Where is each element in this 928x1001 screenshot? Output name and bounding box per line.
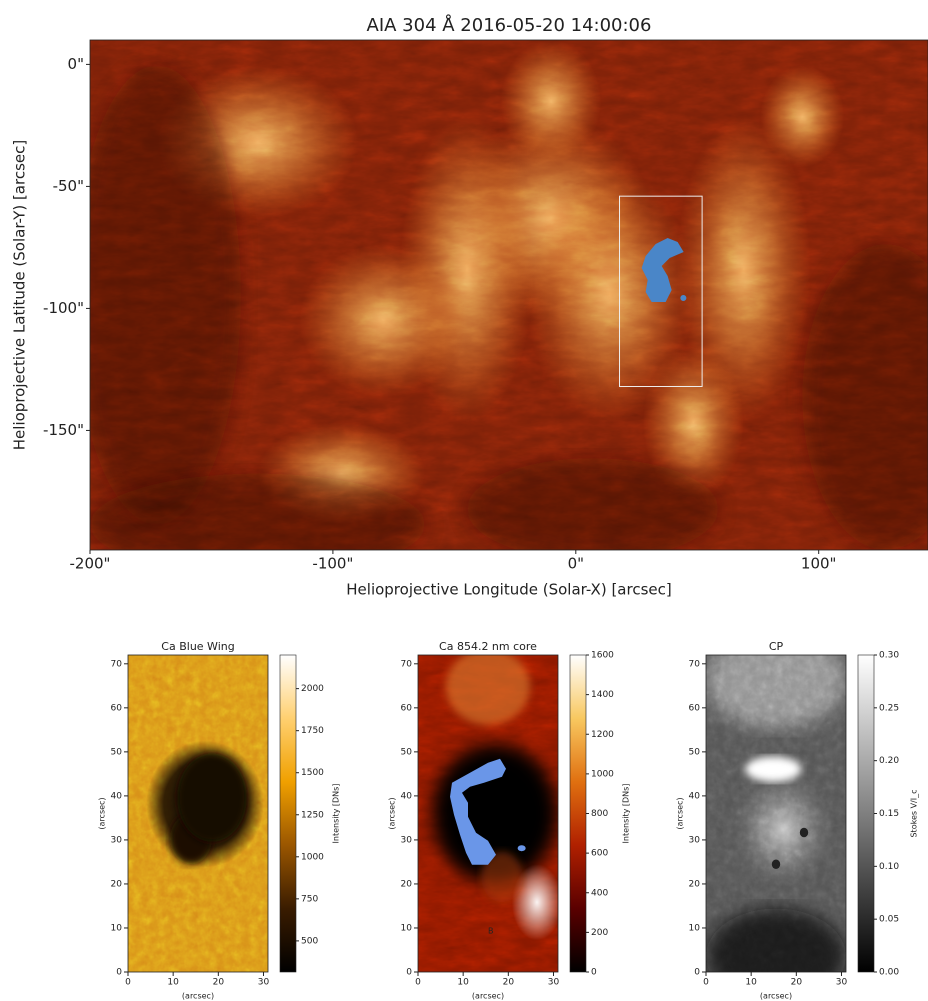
y-axis-label: (arcsec) xyxy=(388,797,397,829)
x-axis-label: (arcsec) xyxy=(182,992,214,1001)
x-tick-label: 20 xyxy=(213,978,225,988)
colorbar-tick-label: 1600 xyxy=(591,651,614,661)
colorbar-tick-label: 400 xyxy=(591,888,608,898)
y-tick-label: 0" xyxy=(68,55,84,73)
x-tick-label: 0 xyxy=(703,978,709,988)
image-feature xyxy=(745,756,801,781)
y-tick-label: 20 xyxy=(401,879,413,889)
y-tick-label: 70 xyxy=(689,659,701,669)
image xyxy=(128,655,268,972)
y-tick-label: 0 xyxy=(694,968,700,978)
colorbar-tick-label: 1000 xyxy=(591,769,614,779)
y-tick-label: 40 xyxy=(111,791,123,801)
y-tick-label: 30 xyxy=(689,835,701,845)
colorbar-tick-label: 600 xyxy=(591,849,608,859)
colorbar xyxy=(280,655,296,972)
y-tick-label: 50 xyxy=(689,747,701,757)
figure: AIA 304 Å 2016-05-20 14:00:06 -200" -100" 0… xyxy=(0,0,928,1001)
x-tick-label: 0 xyxy=(125,978,131,988)
colorbar xyxy=(570,655,586,972)
y-tick-label: 40 xyxy=(401,791,413,801)
y-axis-label: (arcsec) xyxy=(98,797,107,829)
x-axis-label: Helioprojective Longitude (Solar-X) [arc… xyxy=(346,581,671,599)
image-texture xyxy=(706,655,846,972)
colorbar-tick-label: 0.20 xyxy=(879,756,899,766)
x-tick-label: 10 xyxy=(457,978,469,988)
colorbar-tick-label: 0.10 xyxy=(879,862,899,872)
colorbar-tick-label: 0.25 xyxy=(879,703,899,713)
y-tick-label: 70 xyxy=(401,659,413,669)
colorbar-label: Stokes V/I_c xyxy=(910,789,919,837)
y-tick-label: 20 xyxy=(689,879,701,889)
y-axis-label: Helioprojective Latitude (Solar-Y) [arcs… xyxy=(11,140,29,450)
colorbar-tick-label: 1000 xyxy=(301,852,324,862)
y-axis-label: (arcsec) xyxy=(676,797,685,829)
colorbar-tick-label: 0.15 xyxy=(879,809,899,819)
x-tick-label: 0 xyxy=(415,978,421,988)
y-tick-label: 10 xyxy=(401,923,413,933)
x-tick-label: 0" xyxy=(568,555,584,573)
colorbar-tick-label: 1500 xyxy=(301,768,324,778)
y-tick-label: 30 xyxy=(111,835,123,845)
x-tick-label: 30 xyxy=(836,978,848,988)
colorbar-tick-label: 1750 xyxy=(301,726,324,736)
image xyxy=(73,40,928,576)
image-feature xyxy=(177,753,247,842)
image-feature xyxy=(800,828,808,838)
x-axis-label: (arcsec) xyxy=(472,992,504,1001)
x-tick-label: 10 xyxy=(745,978,757,988)
y-tick-label: 10 xyxy=(689,923,701,933)
colorbar-tick-label: 800 xyxy=(591,809,608,819)
panel-title: CP xyxy=(769,640,784,653)
x-tick-label: 10 xyxy=(167,978,179,988)
image-feature xyxy=(772,859,780,869)
x-tick-label: -200" xyxy=(70,555,111,573)
y-tick-label: 70 xyxy=(111,659,123,669)
image-texture xyxy=(90,40,928,550)
y-tick-label: 10 xyxy=(111,923,123,933)
colorbar xyxy=(858,655,874,972)
colorbar-label: Intensity [DNs] xyxy=(622,784,631,844)
colorbar-label: Intensity [DNs] xyxy=(332,784,341,844)
x-tick-label: 100" xyxy=(801,555,837,573)
colorbar-tick-label: 1200 xyxy=(591,730,614,740)
panel-title: Ca Blue Wing xyxy=(161,640,234,653)
colorbar-tick-label: 200 xyxy=(591,928,608,938)
panel-title: AIA 304 Å 2016-05-20 14:00:06 xyxy=(367,14,652,36)
colorbar-tick-label: 1250 xyxy=(301,810,324,820)
y-tick-label: 60 xyxy=(111,703,123,713)
colorbar-tick-label: 1400 xyxy=(591,690,614,700)
y-tick-label: -150" xyxy=(43,421,84,439)
colorbar-tick-label: 2000 xyxy=(301,684,324,694)
y-tick-label: 50 xyxy=(401,747,413,757)
colorbar-tick-label: 0.30 xyxy=(879,651,899,661)
image xyxy=(418,649,562,972)
colorbar-tick-label: 0.00 xyxy=(879,968,899,978)
colorbar-tick-label: 500 xyxy=(301,936,318,946)
y-tick-label: 20 xyxy=(111,879,123,889)
colorbar-tick-label: 0 xyxy=(591,968,597,978)
image-feature xyxy=(446,649,530,725)
x-tick-label: 30 xyxy=(548,978,560,988)
y-tick-label: 60 xyxy=(401,703,413,713)
panel-title: Ca 854.2 nm core xyxy=(439,640,537,653)
y-tick-label: 0 xyxy=(406,968,412,978)
x-tick-label: -100" xyxy=(312,555,353,573)
x-tick-label: 20 xyxy=(791,978,803,988)
x-axis-label: (arcsec) xyxy=(760,992,792,1001)
colorbar-tick-label: 0.05 xyxy=(879,915,899,925)
y-tick-label: 40 xyxy=(689,791,701,801)
x-tick-label: 30 xyxy=(258,978,270,988)
image xyxy=(706,633,846,1001)
y-tick-label: 30 xyxy=(401,835,413,845)
y-tick-label: -50" xyxy=(53,177,84,195)
x-tick-label: 20 xyxy=(503,978,515,988)
colorbar-tick-label: 750 xyxy=(301,894,318,904)
y-tick-label: -100" xyxy=(43,299,84,317)
y-tick-label: 60 xyxy=(689,703,701,713)
y-tick-label: 0 xyxy=(116,968,122,978)
y-tick-label: 50 xyxy=(111,747,123,757)
annotation: B xyxy=(488,926,494,935)
